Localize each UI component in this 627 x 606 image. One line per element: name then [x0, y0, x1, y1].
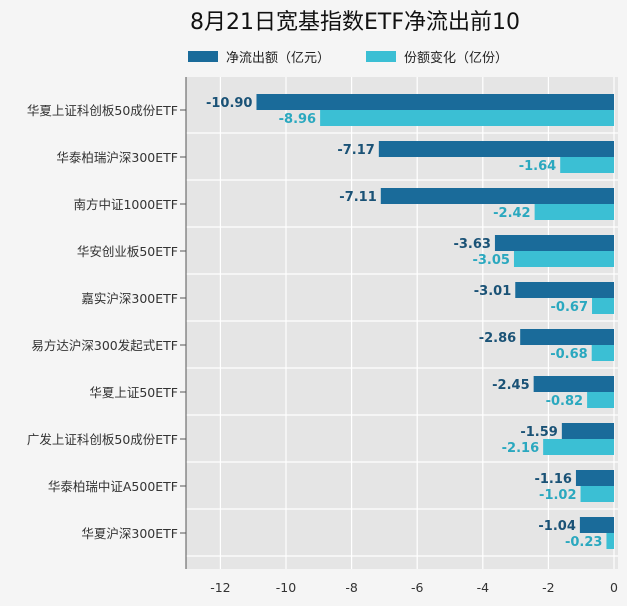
category-label: 易方达沪深300发起式ETF: [31, 338, 178, 353]
category-label: 华夏上证科创板50成份ETF: [27, 103, 178, 118]
grid-lines: [186, 77, 618, 569]
net-outflow-value-label: -10.90: [206, 96, 253, 111]
share-change-bar: [513, 251, 614, 267]
category-label: 南方中证1000ETF: [73, 197, 178, 212]
category-label: 华泰柏瑞中证A500ETF: [48, 479, 178, 494]
category-label: 嘉实沪深300ETF: [81, 291, 178, 306]
share-change-bar: [534, 204, 614, 220]
category-label: 华安创业板50ETF: [77, 244, 178, 259]
legend-label-share-change: 份额变化（亿份）: [404, 50, 508, 66]
net-outflow-bar: [515, 282, 614, 298]
share-change-bar: [543, 439, 614, 455]
x-tick-label: -10: [276, 580, 296, 595]
net-outflow-value-label: -2.45: [492, 378, 529, 393]
net-outflow-bar: [380, 188, 614, 204]
net-outflow-bar: [520, 329, 614, 345]
x-tick-label: -2: [542, 580, 554, 595]
net-outflow-bar: [575, 470, 614, 486]
category-label: 华夏上证50ETF: [89, 385, 178, 400]
net-outflow-value-label: -1.16: [534, 472, 571, 487]
net-outflow-bar: [256, 94, 614, 110]
net-outflow-bar: [378, 141, 614, 157]
share-change-value-label: -1.02: [539, 488, 576, 503]
share-change-value-label: -0.82: [546, 394, 583, 409]
net-outflow-value-label: -7.17: [337, 143, 374, 158]
x-tick-label: -4: [477, 580, 490, 595]
net-outflow-value-label: -7.11: [339, 190, 376, 205]
x-tick-label: -8: [345, 580, 358, 595]
legend-swatch-share-change: [366, 51, 396, 62]
share-change-value-label: -0.68: [550, 347, 587, 362]
net-outflow-bar: [494, 235, 614, 251]
net-outflow-value-label: -1.59: [520, 425, 557, 440]
chart-title: 8月21日宽基指数ETF净流出前10: [190, 10, 520, 35]
share-change-value-label: -2.42: [493, 206, 530, 221]
share-change-value-label: -0.67: [551, 300, 588, 315]
x-tick-label: -12: [210, 580, 230, 595]
category-label: 广发上证科创板50成份ETF: [27, 432, 178, 447]
net-outflow-value-label: -3.63: [453, 237, 490, 252]
share-change-bar: [606, 533, 614, 549]
share-change-value-label: -2.16: [502, 441, 539, 456]
plot-area: [186, 77, 618, 569]
share-change-value-label: -8.96: [279, 112, 316, 127]
category-labels: 华夏上证科创板50成份ETF 华泰柏瑞沪深300ETF 南方中证1000ETF 华安创…: [27, 103, 186, 541]
category-label: 华泰柏瑞沪深300ETF: [56, 150, 178, 165]
share-change-value-label: -3.05: [472, 253, 509, 268]
share-change-value-label: -0.23: [565, 535, 602, 550]
legend-swatch-net-outflow: [188, 51, 218, 62]
category-label: 华夏沪深300ETF: [81, 526, 178, 541]
share-change-bar: [587, 392, 614, 408]
share-change-bar: [320, 110, 614, 126]
x-tick-label: 0: [610, 580, 618, 595]
bars: -10.90-8.96-7.17-1.64-7.11-2.42-3.63-3.0…: [206, 94, 614, 550]
share-change-bar: [560, 157, 614, 173]
net-outflow-bar: [533, 376, 614, 392]
net-outflow-bar: [579, 517, 614, 533]
net-outflow-value-label: -3.01: [474, 284, 511, 299]
net-outflow-value-label: -2.86: [479, 331, 516, 346]
net-outflow-bar: [561, 423, 614, 439]
x-axis: -12 -10 -8 -6 -4 -2 0: [185, 77, 618, 595]
legend-label-net-outflow: 净流出额（亿元）: [226, 51, 330, 66]
legend: 净流出额（亿元） 份额变化（亿份）: [188, 50, 508, 66]
share-change-value-label: -1.64: [519, 159, 556, 174]
net-outflow-value-label: -1.04: [538, 519, 575, 534]
share-change-bar: [591, 345, 614, 361]
share-change-bar: [580, 486, 614, 502]
x-tick-label: -6: [411, 580, 424, 595]
share-change-bar: [592, 298, 614, 314]
